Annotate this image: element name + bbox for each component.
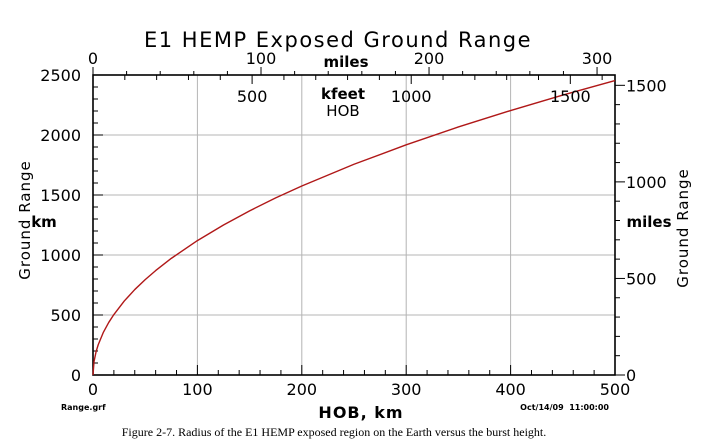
right-tick-label: 1000 <box>626 173 667 192</box>
top-miles-tick-label: 300 <box>582 49 613 68</box>
top-axis-miles-tick-labels: 0 100 200 300 <box>88 49 612 68</box>
y-axis-unit-right: miles <box>626 213 671 231</box>
series-line <box>92 79 616 376</box>
top-axis-kfeet-label: kfeet <box>321 85 365 103</box>
right-tick-label: 0 <box>626 366 636 385</box>
x-tick-label: 200 <box>287 380 318 399</box>
top-axis-kfeet-tick-labels: 500 1000 1500 <box>237 87 591 106</box>
x-tick-label: 0 <box>88 380 98 399</box>
top-kfeet-tick-label: 500 <box>237 87 268 106</box>
top-miles-tick-label: 100 <box>246 49 277 68</box>
top-miles-tick-label: 200 <box>414 49 445 68</box>
minor-ticks <box>92 67 625 376</box>
x-tick-label: 500 <box>600 380 631 399</box>
top-axis-miles-label: miles <box>323 53 368 71</box>
y-tick-label: 2000 <box>40 126 81 145</box>
figure-caption: Figure 2-7. Radius of the E1 HEMP expose… <box>122 425 546 439</box>
y-tick-label: 1000 <box>40 246 81 265</box>
y-axis-label-right: Ground Range <box>674 168 692 287</box>
y-tick-label: 1500 <box>40 186 81 205</box>
y-axis-unit-left: km <box>31 213 57 231</box>
top-axis-hob-label: HOB <box>326 102 359 120</box>
right-axis-tick-labels: 0 500 1000 1500 <box>626 76 667 385</box>
top-miles-tick-label: 0 <box>88 49 98 68</box>
x-tick-label: 400 <box>495 380 526 399</box>
right-tick-label: 1500 <box>626 76 667 95</box>
series-group <box>92 79 616 376</box>
top-kfeet-tick-label: 1500 <box>550 87 591 106</box>
chart-title: E1 HEMP Exposed Ground Range <box>144 28 532 52</box>
y-tick-label: 0 <box>71 366 81 385</box>
plot-frame <box>92 74 616 376</box>
y-axis-label-left: Ground Range <box>16 160 34 279</box>
plot-border <box>92 74 616 376</box>
x-axis-tick-labels: 0 100 200 300 400 500 <box>88 380 630 399</box>
timestamp-label: Oct/14/09 11:00:00 <box>520 403 609 412</box>
x-tick-label: 100 <box>182 380 213 399</box>
x-tick-label: 300 <box>391 380 422 399</box>
y-tick-label: 2500 <box>40 66 81 85</box>
file-label: Range.grf <box>61 403 106 412</box>
y-axis-tick-labels: 0 500 1000 1500 2000 2500 <box>40 66 81 385</box>
y-tick-label: 500 <box>50 306 81 325</box>
right-tick-label: 500 <box>626 269 657 288</box>
x-axis-label: HOB, km <box>318 403 403 422</box>
top-kfeet-tick-label: 1000 <box>391 87 432 106</box>
grid-lines <box>93 75 615 375</box>
